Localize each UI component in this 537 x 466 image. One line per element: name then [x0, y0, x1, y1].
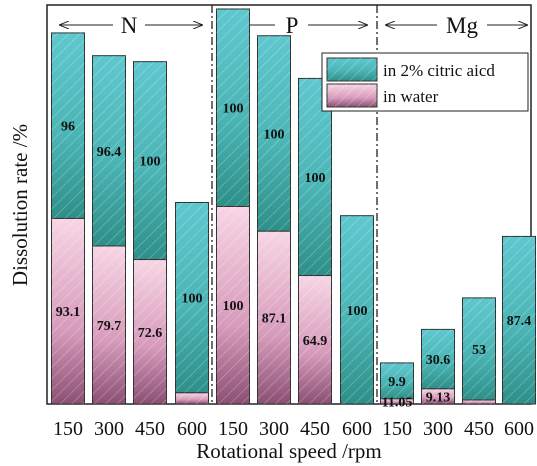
bar-citric-hatch-3	[175, 202, 209, 393]
y-axis-title: Dissolution rate /%	[8, 124, 32, 286]
bar-water-hatch-3	[175, 392, 209, 404]
bar-citric-hatch-5	[257, 35, 291, 232]
x-tick-label-4: 150	[218, 418, 248, 440]
bar-label-citric-10: 53	[472, 343, 486, 358]
bar-label-citric-9: 30.6	[426, 353, 451, 368]
bar-citric-hatch-11	[502, 236, 536, 404]
bar-citric-hatch-2	[133, 61, 167, 260]
bar-label-citric-8: 9.9	[388, 375, 406, 390]
legend-label-water: in water	[383, 87, 439, 106]
legend: in 2% citric aicd in water	[321, 52, 529, 112]
bar-water-hatch-1	[92, 245, 126, 404]
bar-citric-hatch-1	[92, 55, 126, 246]
x-tick-label-2: 450	[135, 418, 165, 440]
x-tick-label-0: 150	[53, 418, 83, 440]
group-label-n: N	[121, 13, 138, 38]
legend-swatch-water-hatch	[327, 84, 377, 107]
bar-water-hatch-9	[421, 388, 455, 404]
bar-labels-layer: 96 93.1 96.4 79.7 100 72.6 100 100 100 100 87.1 100…	[56, 102, 532, 411]
bar-label-citric-5: 100	[264, 127, 285, 142]
bar-label-citric-6: 100	[305, 171, 326, 186]
bar-water-hatch-6	[298, 275, 332, 404]
group-label-p: P	[286, 13, 299, 38]
bar-label-citric-4: 100	[223, 102, 244, 117]
x-tick-label-7: 600	[342, 418, 372, 440]
x-axis-title: Rotational speed /rpm	[196, 439, 381, 463]
x-tick-label-5: 300	[259, 418, 289, 440]
bar-water-hatch-2	[133, 259, 167, 404]
bar-label-citric-0: 96	[61, 120, 75, 135]
bar-citric-hatch-0	[51, 32, 85, 219]
bars-layer	[51, 8, 536, 405]
bar-label-water-8: 11.05	[382, 395, 413, 410]
bar-label-citric-7: 100	[347, 304, 368, 319]
x-tick-label-8: 150	[382, 418, 412, 440]
bar-water-hatch-4	[216, 206, 250, 404]
x-tick-label-9: 300	[423, 418, 453, 440]
bar-water-hatch-8	[380, 398, 414, 404]
x-tick-label-6: 450	[300, 418, 330, 440]
bar-label-water-0: 93.1	[56, 305, 81, 320]
bar-label-water-4: 100	[223, 299, 244, 314]
bar-label-citric-2: 100	[140, 155, 161, 170]
bar-citric-hatch-4	[216, 8, 250, 207]
bar-water-hatch-10	[462, 400, 496, 404]
bar-label-citric-11: 87.4	[507, 314, 532, 329]
bar-label-citric-1: 96.4	[97, 145, 122, 160]
bar-citric-hatch-7	[340, 215, 374, 404]
x-tick-label-10: 450	[464, 418, 494, 440]
bar-label-water-6: 64.9	[303, 334, 328, 349]
bar-citric-hatch-9	[421, 329, 455, 389]
bar-water-hatch-0	[51, 218, 85, 404]
bar-water-hatch-5	[257, 231, 291, 404]
group-label-mg: Mg	[446, 13, 478, 38]
x-tick-label-1: 300	[94, 418, 124, 440]
bar-citric-hatch-8	[380, 362, 414, 399]
bar-label-water-5: 87.1	[262, 312, 287, 327]
bar-label-water-9: 9.13	[426, 390, 451, 405]
x-tick-labels: 150 300 450 600 150 300 450 600 150 300 450 600	[53, 418, 534, 440]
x-tick-label-3: 600	[177, 418, 207, 440]
bar-citric-hatch-10	[462, 297, 496, 401]
legend-swatch-citric-hatch	[327, 58, 377, 81]
bar-label-water-2: 72.6	[138, 326, 163, 341]
bar-label-citric-3: 100	[182, 292, 203, 307]
legend-label-citric: in 2% citric aicd	[383, 61, 495, 80]
bar-label-water-1: 79.7	[97, 319, 122, 334]
x-tick-label-11: 600	[504, 418, 534, 440]
